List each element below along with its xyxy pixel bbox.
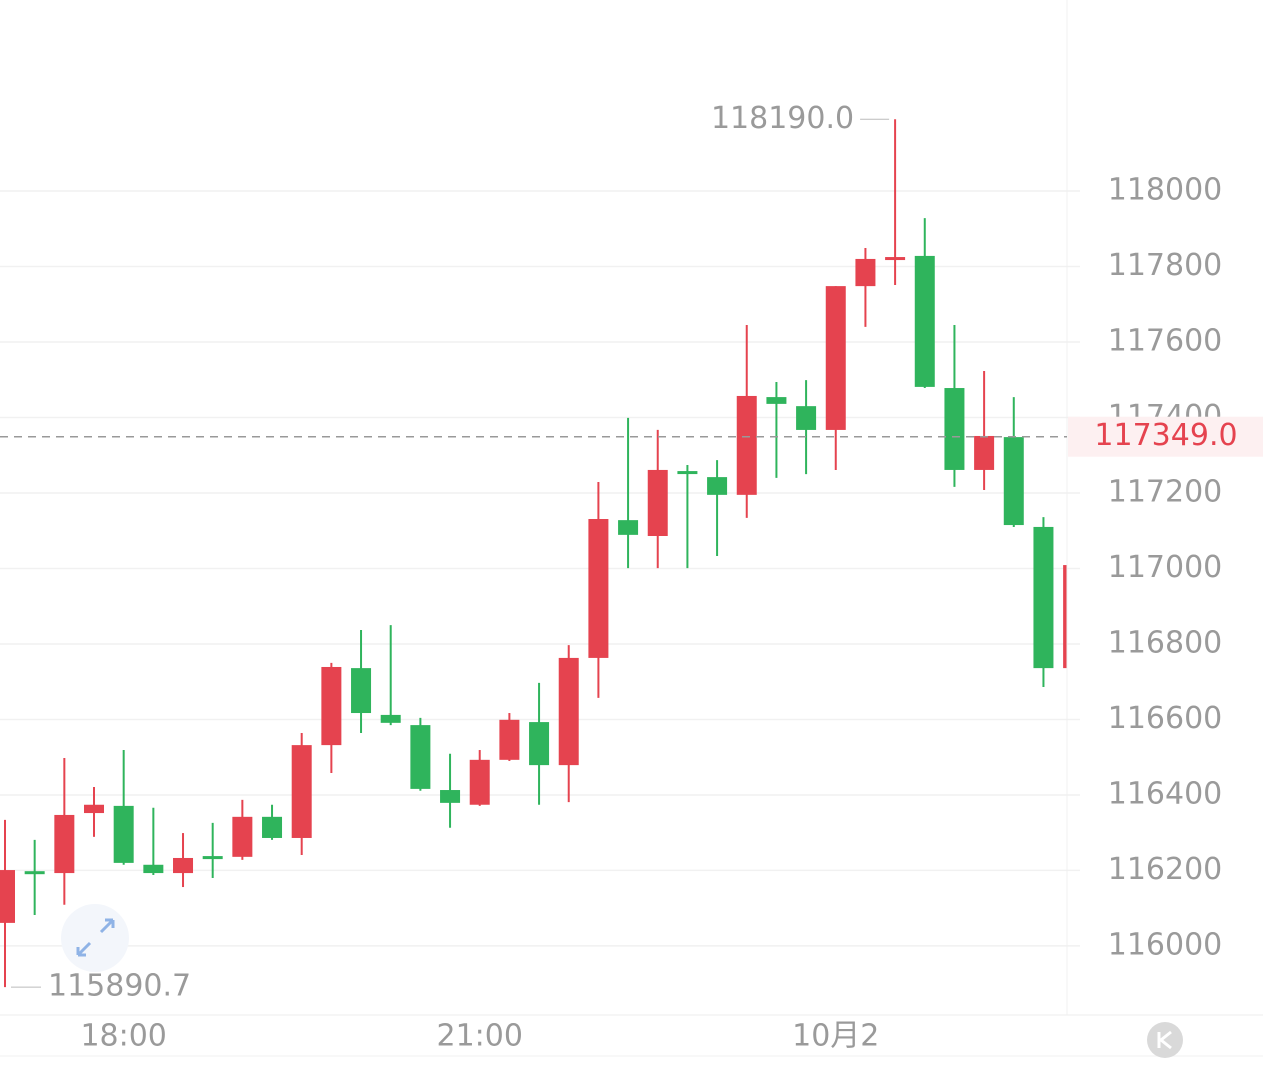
candle-body	[262, 816, 283, 838]
candle-body	[647, 469, 668, 536]
candle-body	[440, 790, 461, 803]
candle-body	[677, 471, 698, 475]
x-tick-label: 21:00	[436, 1019, 522, 1054]
candle-body	[291, 745, 312, 838]
candle-body	[1033, 526, 1054, 669]
candle-body	[974, 435, 995, 470]
min-label: 115890.7	[48, 969, 191, 1004]
candle-body	[84, 804, 105, 814]
candle-body	[766, 397, 787, 404]
y-tick-label: 118000	[1108, 172, 1223, 207]
candle-body	[202, 856, 223, 860]
k-button[interactable]	[1147, 1022, 1183, 1058]
y-tick-label: 116000	[1108, 927, 1223, 962]
candle-body	[54, 814, 75, 874]
candle-body	[736, 395, 757, 495]
candle-body	[469, 759, 490, 805]
max-label: 118190.0	[711, 101, 854, 136]
y-tick-label: 117800	[1108, 248, 1223, 283]
candle-body	[1003, 437, 1024, 526]
candle-body	[796, 406, 817, 430]
last-price-bg	[1068, 416, 1263, 457]
y-tick-label: 117000	[1108, 550, 1223, 585]
expand-icon[interactable]	[76, 918, 115, 957]
y-tick-label: 117600	[1108, 323, 1223, 358]
candle-body	[914, 255, 935, 387]
candle-body	[558, 657, 579, 766]
candle-body	[855, 258, 876, 287]
candle-body	[232, 816, 253, 857]
candle-body	[707, 477, 728, 495]
candle-body	[944, 388, 965, 470]
candle-body	[0, 870, 15, 923]
y-tick-label: 117200	[1108, 474, 1223, 509]
y-tick-label: 116800	[1108, 625, 1223, 660]
candle-body	[410, 725, 431, 789]
candle-body	[380, 714, 401, 723]
expand-bg[interactable]	[61, 904, 129, 972]
candle-body	[588, 519, 609, 658]
x-tick-label: 10月2	[792, 1019, 879, 1054]
y-tick-label: 116400	[1108, 776, 1223, 811]
y-tick-label: 116600	[1108, 701, 1223, 736]
candle-body	[885, 257, 906, 261]
candle-body	[113, 805, 134, 863]
expand-button[interactable]	[61, 904, 129, 972]
candle-body	[618, 520, 639, 535]
y-tick-label: 116200	[1108, 852, 1223, 887]
k-bg[interactable]	[1147, 1022, 1183, 1058]
candles	[0, 119, 1067, 988]
candle-body	[529, 722, 550, 766]
candle-body	[24, 871, 45, 875]
candle-body	[1063, 565, 1067, 669]
last-price-label: 117349.0	[1094, 418, 1237, 453]
candle-body	[173, 857, 194, 874]
x-tick-label: 18:00	[80, 1019, 166, 1054]
candle-body	[825, 286, 846, 430]
k-icon[interactable]	[1157, 1030, 1172, 1050]
candle-body	[499, 719, 520, 760]
candle-body	[351, 668, 372, 714]
candle-body	[321, 666, 342, 746]
candle-body	[143, 864, 164, 874]
